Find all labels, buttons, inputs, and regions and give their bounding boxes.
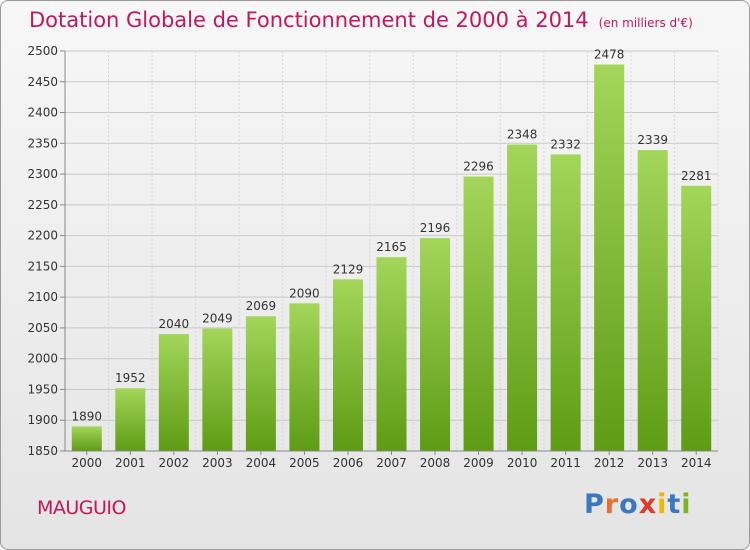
y-tick-label: 2100 [27,290,58,304]
data-label: 2129 [333,262,364,276]
x-tick-label: 2009 [463,456,494,470]
x-tick-label: 2000 [71,456,102,470]
bar [202,328,233,451]
bar [115,388,146,451]
bar [289,303,320,451]
x-tick-label: 2012 [594,456,625,470]
y-tick-label: 2000 [27,352,58,366]
data-label: 2296 [463,160,494,174]
bars [71,64,712,452]
data-label: 2478 [594,48,625,62]
data-label: 2069 [246,299,277,313]
y-tick-label: 2200 [27,229,58,243]
value-labels: 1890 1952 2040 2049 2069 2090 2129 2165 2196 2296… [71,48,711,424]
y-tick-label: 2500 [27,44,58,58]
data-label: 2339 [637,133,668,147]
bar [681,185,712,451]
bar [245,316,276,451]
chart-title: Dotation Globale de Fonctionnement de 20… [29,8,693,32]
y-tick-label: 1950 [27,382,58,396]
x-tick-label: 2004 [246,456,277,470]
bar [463,176,494,452]
bar [507,144,538,452]
data-label: 2348 [507,128,538,142]
data-label: 2090 [289,286,320,300]
data-label: 2049 [202,312,233,326]
data-label: 1890 [71,409,102,423]
y-tick-label: 2300 [27,167,58,181]
x-tick-label: 2008 [420,456,451,470]
bar [332,279,363,451]
y-tick-label: 2050 [27,321,58,335]
bar [637,150,668,452]
x-tick-label: 2002 [159,456,190,470]
bar [158,334,189,451]
proxiti-logo: Proxiti [584,489,692,520]
x-tick-label: 2003 [202,456,233,470]
y-tick-label: 2150 [27,259,58,273]
chart-unit: (en milliers d'€) [598,16,693,30]
x-tick-label: 2013 [637,456,668,470]
bar [376,257,407,451]
y-tick-label: 1850 [27,444,58,458]
y-tick-label: 2350 [27,136,58,150]
data-label: 2332 [550,137,581,151]
bar [594,64,625,452]
x-tick-label: 2014 [681,456,712,470]
x-tick-label: 2011 [550,456,581,470]
x-tick-label: 2010 [507,456,538,470]
data-label: 2165 [376,240,407,254]
data-label: 2040 [159,317,190,331]
x-tick-label: 2005 [289,456,320,470]
y-tick-label: 2450 [27,75,58,89]
x-tick-label: 2007 [376,456,407,470]
bar [550,154,581,451]
commune-name: MAUGUIO [37,497,127,519]
bar [71,426,102,451]
chart-title-text: Dotation Globale de Fonctionnement de 20… [29,8,589,32]
data-label: 1952 [115,371,146,385]
y-tick-label: 1900 [27,413,58,427]
x-tick-label: 2001 [115,456,146,470]
y-tick-label: 2250 [27,198,58,212]
y-tick-label: 2400 [27,106,58,120]
data-label: 2281 [681,169,712,183]
bar [420,238,451,451]
data-label: 2196 [420,221,451,235]
axes: 1850 1900 1950 2000 2050 2100 2150 2200 2250 2300… [27,44,718,470]
x-tick-label: 2006 [333,456,364,470]
